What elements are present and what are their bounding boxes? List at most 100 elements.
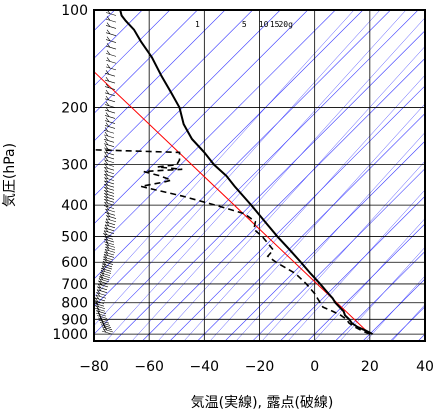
mixing-ratio-line [235,132,425,341]
mixing-ratio-line [261,160,425,341]
wind-barb [105,43,117,50]
wind-barb [95,307,107,315]
y-tick-label: 1000 [52,327,88,343]
y-tick-label: 200 [61,101,88,117]
mixing-ratio-line [105,10,407,341]
temperature-profile [119,10,374,336]
wind-barb [105,36,117,43]
plot-frame [93,9,426,342]
wind-barb [103,148,115,156]
isotherm-line [114,30,425,341]
mixing-ratio-line [157,46,425,341]
wind-barb [103,199,115,206]
mixing-ratio-line [183,74,425,341]
isotherm-line [169,85,425,341]
wind-barb [104,83,116,90]
wind-barb [98,275,110,283]
isotherm-line [94,10,281,197]
wind-barb [103,190,115,197]
isotherm-line [307,223,425,341]
wind-barb [94,297,105,304]
isotherm-line [94,10,171,87]
wind-barb [105,22,117,29]
y-tick-label: 100 [61,3,88,19]
y-tick-label: 800 [61,296,88,312]
wind-barb [104,70,116,77]
wind-barb [103,202,115,209]
pressure-gridlines [94,10,425,341]
dry-adiabat-reference [94,71,371,335]
wind-barb [104,107,116,114]
x-axis-title: 気温(実線), 露点(破線) [191,395,334,411]
wind-barb [103,171,115,178]
wind-barbs [94,10,117,335]
mixing-ratio-label: 15 [270,20,280,29]
wind-barb [103,224,115,232]
wind-barb [102,326,114,333]
wind-barb [103,187,115,194]
wind-barb [104,209,116,216]
wind-barb [104,206,116,213]
wind-barb [102,230,114,237]
x-axis: −80 −60 −40 −20 0 20 40 [79,359,434,375]
wind-barb [96,283,108,291]
mixing-ratio-label: 10 [259,20,269,29]
wind-barb [104,77,116,84]
wind-barb [103,164,115,171]
isotherm-line [94,10,309,225]
mixing-ratio-line [131,17,425,341]
y-tick-label: 300 [61,158,88,174]
wind-barb [103,152,115,160]
wind-barb [103,227,115,235]
mixing-ratio-line [287,189,425,341]
isotherm-line [94,10,198,114]
x-tick-label: 0 [310,359,319,375]
wind-barb [100,267,112,274]
isotherm-line [197,113,425,341]
x-tick-label: −80 [79,359,109,375]
wind-barb [104,95,116,103]
wind-barb [94,294,106,302]
wind-barb [104,101,116,108]
wind-barb [104,221,116,229]
wind-barb [95,289,107,296]
isotherm-line [94,10,419,335]
isotherm-line [142,57,425,341]
wind-barb [104,218,116,226]
x-tick-label: −20 [245,359,275,375]
wind-barb [105,29,117,36]
wind-barb [103,177,115,185]
wind-barb [97,280,109,288]
wind-barb [105,212,117,219]
isotherm-line [417,333,425,341]
wind-barb [105,63,117,71]
wind-barb [103,136,115,143]
wind-barb [104,89,116,97]
wind-barb [103,196,115,203]
wind-barb [99,271,111,279]
mixing-ratio-label: 1 [195,20,200,29]
wind-barb [99,319,111,326]
wind-barb [103,167,115,175]
sounding-series [94,10,374,336]
wind-barb [105,215,117,223]
wind-barb [105,16,117,23]
x-tick-label: 20 [361,359,379,375]
red-reference-line [94,71,371,335]
x-tick-label: −60 [134,359,164,375]
wind-barb [94,302,106,310]
wind-barb [103,131,115,139]
wind-barb [97,314,109,322]
wind-barb [98,317,110,324]
wind-barb [104,117,116,124]
mixing-ratio-line [339,246,425,341]
y-axis-title: 気圧(hPa) [2,143,18,207]
isotherm-line [94,10,364,280]
y-tick-label: 600 [61,255,88,271]
isotherm-line [280,195,425,341]
wind-barb [101,263,113,270]
wind-barb [103,184,115,191]
